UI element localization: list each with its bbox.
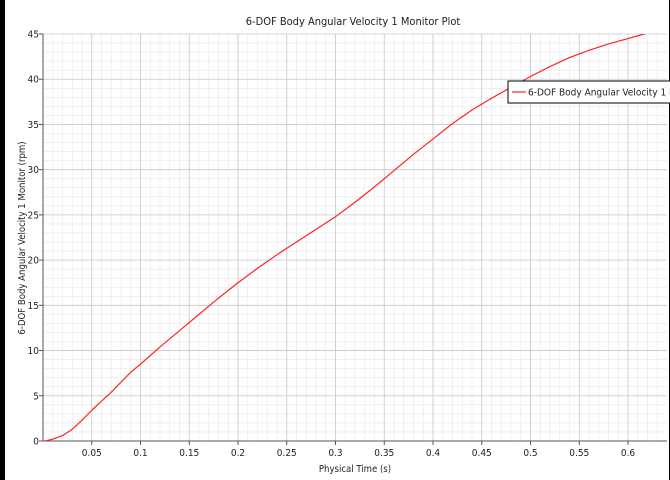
legend: 6-DOF Body Angular Velocity 1 Monitor (507, 80, 670, 104)
y-tick-label: 20 (28, 256, 40, 267)
plot-axes (42, 34, 667, 442)
chart-title: 6-DOF Body Angular Velocity 1 Monitor Pl… (246, 15, 461, 28)
y-tick-label: 25 (28, 210, 39, 221)
x-tick-label: 0.4 (426, 448, 441, 459)
series-line-0 (44, 34, 647, 441)
x-tick-label: 0.1 (133, 448, 147, 459)
y-tick-label: 35 (28, 120, 39, 131)
y-tick-label: 0 (33, 437, 39, 448)
y-tick-label: 45 (28, 30, 39, 41)
x-tick-label: 0.25 (277, 448, 297, 459)
x-tick-label: 0.35 (374, 448, 394, 459)
x-tick-label: 0.5 (523, 448, 537, 459)
x-tick-label: 0.3 (328, 448, 342, 459)
y-tick-label: 10 (28, 346, 40, 357)
y-axis-label: 6-DOF Body Angular Velocity 1 Monitor (r… (17, 141, 28, 334)
y-tick-label: 5 (33, 391, 39, 402)
y-tick-label: 40 (28, 75, 40, 86)
y-axis-ticks: 0 5 10 15 20 25 30 35 40 45 (28, 30, 43, 448)
y-tick-label: 30 (28, 165, 40, 176)
legend-entry: 6-DOF Body Angular Velocity 1 Monitor (528, 88, 670, 99)
series-layer (44, 34, 647, 441)
x-tick-label: 0.55 (569, 448, 589, 459)
x-tick-label: 0.05 (82, 448, 102, 459)
x-tick-label: 0.45 (472, 448, 492, 459)
legend-box (507, 80, 670, 104)
monitor-plot: 6-DOF Body Angular Velocity 1 Monitor Pl… (17, 15, 670, 475)
y-tick-label: 15 (28, 301, 39, 312)
x-tick-label: 0.6 (621, 448, 636, 459)
x-axis-ticks: 0.05 0.1 0.15 0.2 0.25 0.3 0.35 0.4 0.45 0.5 0.55 0… (82, 441, 636, 459)
x-axis-label: Physical Time (s) (319, 464, 391, 475)
x-tick-label: 0.2 (231, 448, 245, 459)
x-tick-label: 0.15 (179, 448, 199, 459)
